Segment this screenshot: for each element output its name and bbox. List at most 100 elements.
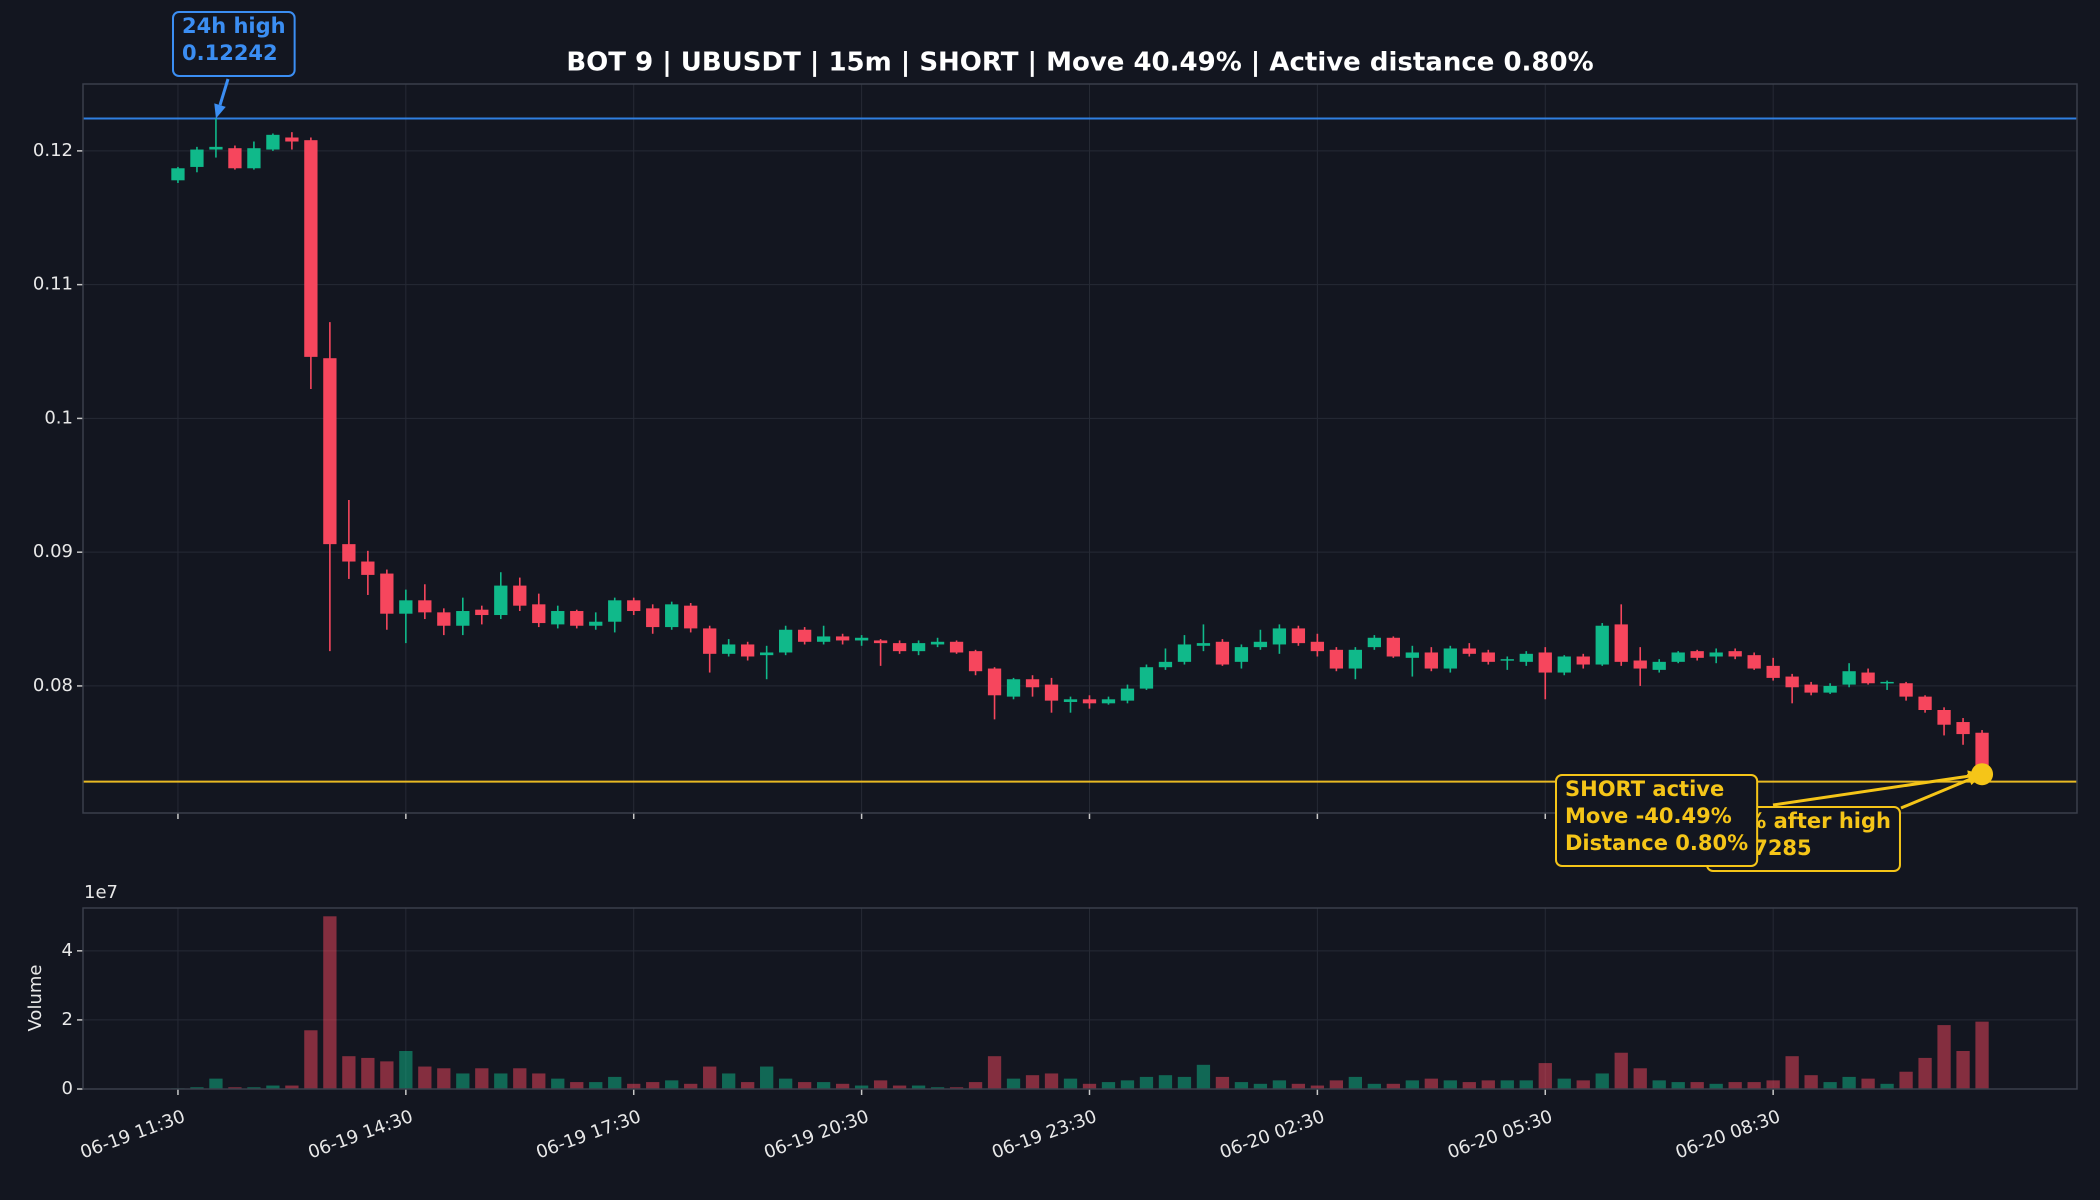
candle-body	[570, 611, 584, 626]
volume-bar	[722, 1073, 736, 1089]
volume-bar	[1025, 1075, 1040, 1089]
candle-body	[1500, 659, 1514, 661]
candle-body	[1329, 649, 1344, 669]
volume-bar	[835, 1083, 850, 1089]
volume-bar	[987, 1056, 1002, 1089]
volume-bar	[475, 1068, 489, 1089]
annotation-arrowhead	[214, 103, 226, 119]
candle-body	[1899, 683, 1913, 697]
volume-bar	[741, 1082, 755, 1089]
candle-body	[1082, 699, 1097, 704]
candle-body	[1595, 625, 1609, 665]
volume-bar	[1310, 1085, 1325, 1089]
volume-bar	[1785, 1056, 1799, 1089]
candle-body	[1861, 672, 1875, 684]
annotation-text: Distance 0.80%	[1565, 831, 1748, 855]
volume-bar	[513, 1068, 527, 1089]
last-price-marker	[1971, 763, 1994, 786]
candle-body	[1386, 637, 1400, 657]
volume-bar	[873, 1080, 888, 1089]
candle-body	[1367, 637, 1381, 648]
candle-body	[323, 358, 337, 545]
volume-bar	[1804, 1075, 1818, 1089]
candle-body	[1538, 652, 1552, 673]
annotation-text: SHORT active	[1565, 777, 1724, 801]
volume-bar	[1044, 1073, 1059, 1089]
candle-body	[684, 605, 698, 629]
candle-body	[266, 134, 280, 150]
candle-body	[741, 644, 755, 657]
candle-body	[1044, 684, 1059, 701]
volume-bar	[1614, 1052, 1628, 1089]
volume-bar	[608, 1076, 622, 1089]
volume-bar	[816, 1082, 831, 1089]
volume-bar	[1120, 1080, 1135, 1089]
volume-bar	[551, 1078, 565, 1089]
candle-body	[1842, 671, 1856, 685]
candle-body	[532, 604, 546, 624]
candle-body	[987, 668, 1002, 696]
volume-bar	[323, 916, 337, 1089]
volume-bar	[1918, 1057, 1932, 1089]
volume-bar	[570, 1082, 584, 1089]
candle-body	[1690, 651, 1704, 658]
volume-bar	[285, 1085, 299, 1089]
volume-bar	[342, 1056, 356, 1089]
volume-bar	[1880, 1083, 1894, 1089]
candle-body	[171, 168, 185, 181]
candle-body	[1956, 722, 1970, 735]
candle-body	[589, 621, 603, 626]
candle-body	[703, 628, 717, 654]
candle-body	[1101, 699, 1116, 704]
volume-bar	[892, 1085, 907, 1089]
volume-bar	[1671, 1082, 1685, 1089]
volume-bar	[627, 1083, 641, 1089]
candle-body	[380, 573, 394, 614]
volume-bar	[1177, 1076, 1192, 1089]
candle-body	[551, 611, 565, 625]
volume-bar	[380, 1061, 394, 1089]
volume-bar	[1462, 1082, 1476, 1089]
volume-bar	[247, 1087, 261, 1089]
candle-body	[1633, 660, 1647, 669]
volume-bar	[968, 1082, 983, 1089]
candle-body	[437, 612, 451, 626]
volume-bar	[797, 1082, 812, 1089]
volume-bar	[1234, 1082, 1249, 1089]
volume-bar	[1937, 1025, 1951, 1089]
volume-bar	[1709, 1083, 1723, 1089]
candle-body	[1747, 655, 1761, 669]
candle-body	[285, 137, 299, 142]
candle-body	[1177, 644, 1192, 662]
volume-bar	[1519, 1080, 1533, 1089]
volume-bar	[361, 1057, 375, 1089]
volume-bar	[1139, 1076, 1154, 1089]
volume-bar	[456, 1073, 470, 1089]
y-tick-label: 0.12	[33, 140, 73, 161]
volume-bar	[304, 1030, 318, 1089]
y-tick-label: 4	[62, 940, 73, 961]
candle-body	[1880, 681, 1894, 684]
volume-bar	[1861, 1078, 1875, 1089]
volume-bar	[1633, 1068, 1647, 1089]
volume-bar	[1500, 1080, 1514, 1089]
volume-bar	[266, 1085, 280, 1089]
volume-bar	[1386, 1083, 1400, 1089]
candle-body	[513, 585, 527, 606]
volume-bar	[1006, 1078, 1021, 1089]
volume-axis-label: Volume	[25, 965, 46, 1032]
candle-body	[1196, 643, 1211, 646]
y-tick-label: 0.1	[44, 407, 73, 428]
volume-bar	[1348, 1076, 1363, 1089]
volume-bar	[1253, 1083, 1268, 1089]
candle-body	[1557, 656, 1571, 673]
candle-body	[361, 561, 375, 575]
volume-bar	[1557, 1078, 1571, 1089]
volume-bar	[684, 1083, 698, 1089]
y-tick-label: 0.11	[33, 274, 73, 295]
annotation-text: Move -40.49%	[1565, 804, 1732, 828]
candle-body	[1348, 649, 1363, 669]
candle-body	[1443, 648, 1457, 669]
volume-bar	[1766, 1080, 1780, 1089]
volume-bar	[437, 1068, 451, 1089]
